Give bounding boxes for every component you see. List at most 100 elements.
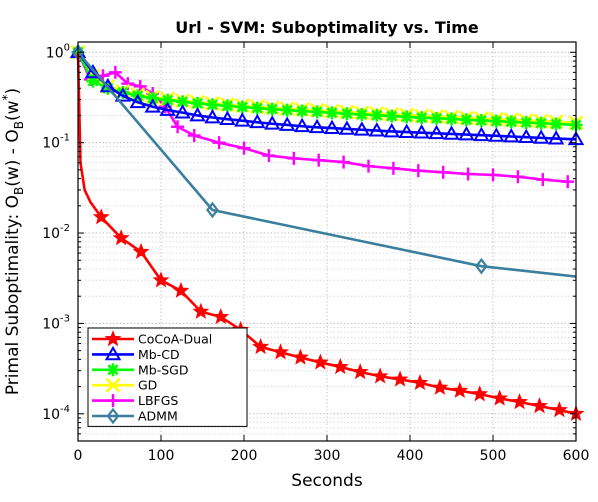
data-point-marker [323,119,341,134]
data-point-marker [461,167,475,181]
data-point-marker [474,257,488,275]
series-line [77,51,577,278]
data-point-marker [187,129,201,143]
data-point-marker [204,108,221,124]
data-point-marker [108,65,122,79]
legend-entry: CoCoA-Dual [92,330,212,347]
data-point-marker [174,104,191,119]
data-point-marker [531,397,548,414]
data-point-marker [430,111,444,125]
data-point-marker [312,153,326,167]
data-point-marker [561,175,575,189]
data-point-marker [355,107,369,121]
data-point-marker [368,122,386,137]
data-point-marker [353,121,371,136]
data-point-marker [371,367,389,384]
data-point-marker [234,112,251,127]
legend-marker [104,345,122,361]
data-point-marker [171,120,185,134]
legend-label: Mb-CD [138,347,180,362]
data-point-marker [250,101,264,115]
y-axis-label-sub1: B [12,187,26,195]
data-point-marker [411,164,425,178]
data-point-marker [212,308,230,325]
data-point-marker [280,103,294,117]
data-point-marker [491,389,509,406]
data-point-marker [398,123,415,138]
x-tick-label: 0 [74,448,83,464]
y-tick-label: 10-4 [42,404,70,423]
data-point-marker [443,125,460,140]
data-point-marker [351,363,369,380]
data-point-marker [263,115,281,130]
data-point-marker [295,104,309,118]
y-tick-label: 100 [46,42,70,61]
legend-entry: Mb-SGD [92,362,188,377]
data-point-marker [337,155,351,169]
data-point-marker [519,116,533,130]
data-point-marker [172,281,190,298]
legend-marker [104,330,122,347]
data-point-marker [436,165,450,179]
data-point-marker [370,108,384,122]
data-point-marker [278,116,296,131]
data-point-marker [451,381,469,398]
y-axis-label-close: ) [3,88,23,95]
data-point-marker [391,370,409,387]
legend-label: Mb-SGD [138,362,188,377]
data-point-marker [431,378,449,395]
data-point-marker [159,101,176,116]
y-tick-label: 10-3 [42,313,70,332]
x-tick-label: 500 [480,448,507,464]
data-point-marker [517,128,535,144]
data-point-marker [331,358,349,375]
data-point-marker [504,115,518,129]
data-point-marker [547,130,565,145]
x-axis-label: Seconds [291,471,363,491]
data-point-marker [473,126,490,142]
series-line [76,51,577,141]
data-point-marker [486,168,500,182]
data-point-marker [428,124,445,140]
legend-marker [106,407,120,425]
y-axis-label-sup: * [0,94,14,100]
data-point-marker [340,107,354,121]
data-point-marker [362,159,375,173]
data-point-marker [536,173,550,187]
legend-entry: GD [92,378,157,393]
data-point-marker [293,117,311,133]
data-point-marker [471,385,489,402]
series-line [76,51,577,127]
series-layer [69,43,585,421]
data-point-marker [237,141,251,155]
y-axis-label-sub2: B [12,121,26,129]
legend-label: ADMM [138,409,178,424]
data-point-marker [549,117,563,131]
legend-label: CoCoA-Dual [138,332,212,347]
y-axis-label-end: (w [3,100,23,121]
data-point-marker [84,63,102,79]
data-point-marker [311,353,329,370]
series-cocoa-dual [76,52,585,421]
data-point-marker [550,401,568,418]
legend-marker [106,363,120,377]
data-point-marker [272,343,289,360]
y-axis-label-mid: (w) - O [3,129,23,187]
data-point-marker [386,161,400,175]
data-point-marker [114,87,132,102]
data-point-marker [489,114,503,128]
data-point-marker [400,110,414,124]
y-axis-label-main: Primal Suboptimality: O [3,195,23,395]
legend-entry: ADMM [92,407,178,425]
x-tick-label: 300 [314,448,341,464]
x-tick-label: 200 [231,448,258,464]
legend-label: LBFGS [138,393,178,408]
data-point-marker [287,151,301,165]
data-point-marker [92,208,110,225]
data-point-marker [219,110,236,126]
legend-entry: Mb-CD [92,345,180,362]
data-point-marker [488,127,505,142]
data-point-marker [262,149,276,163]
data-point-marker [249,113,266,129]
data-point-marker [129,93,146,109]
